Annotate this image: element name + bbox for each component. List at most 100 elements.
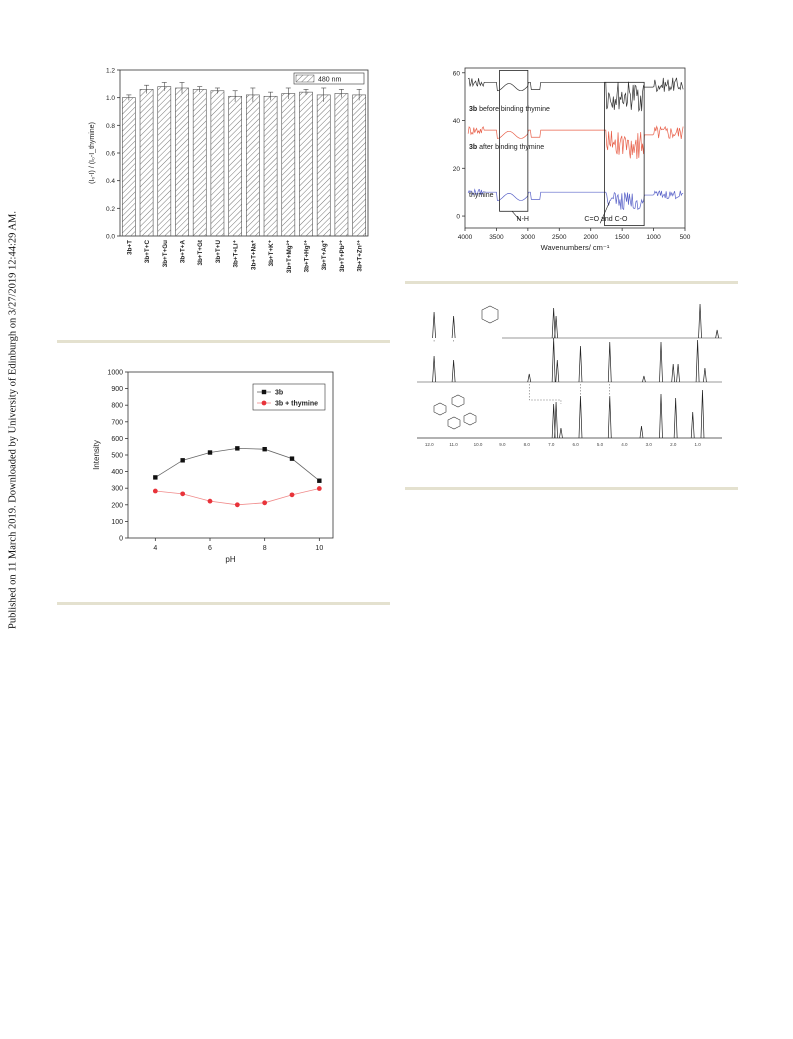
category-label: 3b+T+A <box>180 240 187 264</box>
nmr-spectra-chart: 12.0 11.0 10.0 9.0 8.0 7.0 6.0 5.0 4.0 3.0 2.0 1.0 <box>417 303 722 447</box>
x-tick-label: 2000 <box>583 234 598 241</box>
nmr-tick-label: 1.0 <box>694 442 701 447</box>
series-line <box>155 488 320 506</box>
bar <box>299 91 313 237</box>
publication-note: Published on 11 March 2019. Downloaded b… <box>7 211 19 629</box>
divider <box>57 602 390 605</box>
bar <box>192 89 207 237</box>
nmr-peak <box>607 341 612 383</box>
x-tick-label: 10 <box>315 545 323 552</box>
nmr-peak <box>695 339 700 383</box>
nmr-peak <box>671 363 676 383</box>
bar <box>352 94 366 237</box>
y-tick-label: 100 <box>111 519 123 526</box>
nmr-peak <box>676 363 680 383</box>
x-tick-label: 4 <box>153 545 157 552</box>
category-label: 3b+T+Na⁺ <box>250 240 257 270</box>
nmr-peak <box>578 395 583 439</box>
nmr-tick-label: 2.0 <box>670 442 677 447</box>
bar <box>316 94 331 237</box>
nmr-tick-label: 6.0 <box>572 442 579 447</box>
x-tick-label: 3500 <box>489 234 504 241</box>
category-label: 3b+T+Mg²⁺ <box>286 240 293 273</box>
data-point <box>316 486 322 491</box>
legend-swatch <box>295 74 315 83</box>
bar <box>139 89 154 237</box>
nmr-connector <box>528 384 562 404</box>
annotation-arrow <box>599 201 610 224</box>
publication-sidebar: Published on 11 March 2019. Downloaded b… <box>0 0 28 1039</box>
y-tick-label: 20 <box>453 166 461 173</box>
nmr-peak <box>607 395 612 439</box>
category-label: 3b+T+Zn²⁺ <box>357 240 364 272</box>
x-tick-label: 4000 <box>458 234 473 241</box>
ph-line-chart: 0 100 200 300 400 500 600 700 800 900 1000 4 6 8 10 pH I… <box>92 370 334 564</box>
bar <box>210 90 225 237</box>
data-point <box>289 492 295 498</box>
x-tick-label: 1500 <box>615 234 630 241</box>
x-tick-label: 2500 <box>552 234 567 241</box>
bar <box>175 87 189 237</box>
nmr-tick-label: 4.0 <box>621 442 628 447</box>
data-point <box>207 450 213 455</box>
y-tick-label: 0.0 <box>106 234 115 241</box>
y-tick-label: 400 <box>111 469 123 476</box>
category-label: 3b+T+Li⁺ <box>233 240 240 267</box>
nmr-peak <box>555 359 560 383</box>
legend-box <box>293 72 365 85</box>
x-tick-label: 6 <box>208 545 212 552</box>
nmr-peak <box>659 393 663 439</box>
spectrum-line <box>468 77 684 113</box>
data-point <box>153 475 158 480</box>
nmr-peak <box>642 375 646 383</box>
category-label: 3b+T+Pb²⁺ <box>339 240 346 272</box>
annotation-label: C=O and C-O <box>584 216 628 223</box>
x-tick-label: 8 <box>263 545 267 552</box>
nmr-peak <box>715 329 719 339</box>
nmr-tick-label: 12.0 <box>425 442 434 447</box>
nmr-peak <box>432 311 436 339</box>
series-label: thymine <box>469 192 494 199</box>
plot-frame <box>119 69 369 237</box>
series-line <box>155 447 320 482</box>
nmr-peak <box>451 359 456 383</box>
x-axis-label: pH <box>225 555 235 564</box>
y-tick-label: 1000 <box>107 370 123 377</box>
nmr-peak <box>551 307 556 339</box>
y-tick-label: 800 <box>111 403 123 410</box>
nmr-peak <box>578 345 583 383</box>
y-tick-label: 0.8 <box>106 123 115 130</box>
x-tick-label: 1000 <box>646 234 661 241</box>
nmr-tick-label: 11.0 <box>449 442 458 447</box>
spectrum-line <box>467 188 684 211</box>
nmr-tick-label: 7.0 <box>548 442 555 447</box>
divider <box>405 281 738 284</box>
bar <box>157 86 172 237</box>
data-point <box>262 446 267 452</box>
nmr-peak <box>551 403 556 439</box>
nmr-peak <box>659 341 663 383</box>
data-point <box>180 458 185 463</box>
nmr-tick-label: 8.0 <box>524 442 531 447</box>
legend-marker <box>261 389 267 395</box>
bar <box>246 94 260 237</box>
legend-box <box>252 383 326 411</box>
molecule-sketch-3b <box>433 394 477 430</box>
nmr-peak <box>527 373 532 383</box>
annotation-arrow <box>511 211 521 222</box>
y-tick-label: 60 <box>453 70 461 77</box>
nmr-tick-label: 9.0 <box>499 442 506 447</box>
legend-label: 3b + thymine <box>275 401 318 408</box>
category-label: 3b+T+Gt <box>197 239 204 265</box>
data-point <box>317 478 322 483</box>
y-tick-label: 0 <box>119 536 123 543</box>
annotation-label: N-H <box>517 216 529 223</box>
y-tick-label: 0.6 <box>106 151 115 158</box>
nmr-peak <box>703 367 707 383</box>
selectivity-bar-chart: 0.0 0.2 0.4 0.6 0.8 1.0 1.2 (I₀-I) / (I₀-I_thym… <box>89 68 369 273</box>
nmr-peak <box>551 337 556 383</box>
nmr-peak <box>432 355 436 383</box>
y-tick-label: 200 <box>111 502 123 509</box>
data-point <box>234 502 240 508</box>
bar <box>263 95 278 237</box>
